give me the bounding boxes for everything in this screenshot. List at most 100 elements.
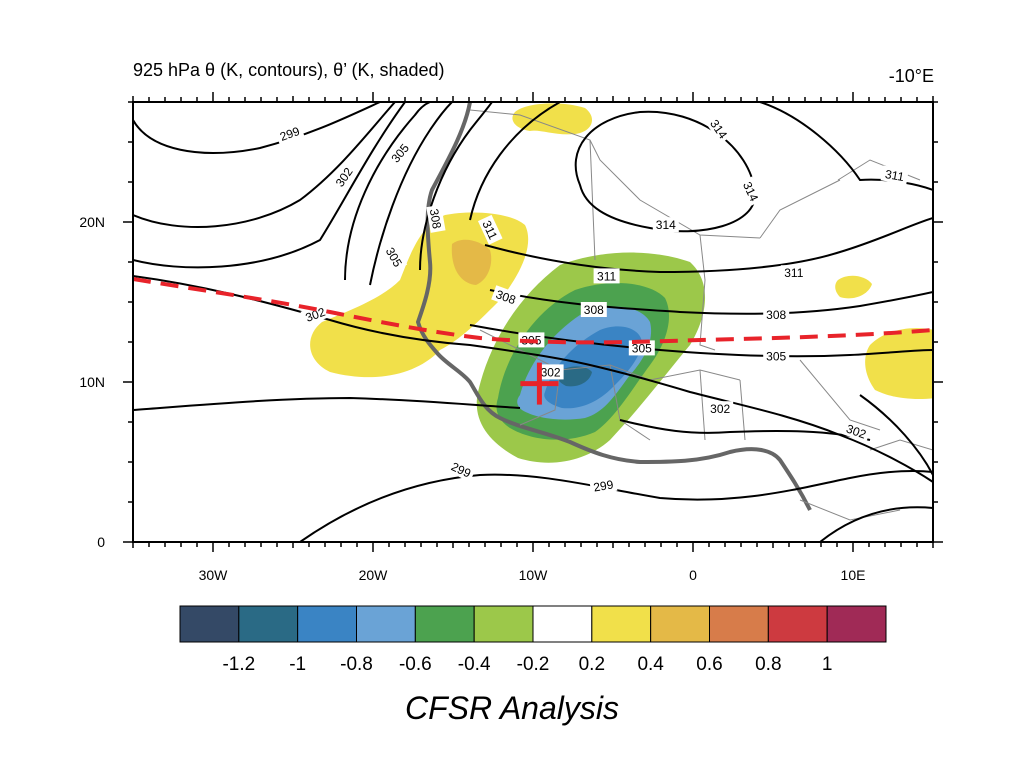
colorbar-swatch <box>826 605 887 643</box>
contour-label-text: 308 <box>766 308 786 322</box>
colorbar-label: 0.4 <box>637 654 664 675</box>
colorbar-swatch <box>297 605 357 643</box>
contour-label: 308 <box>763 306 790 322</box>
border-13 <box>869 439 933 451</box>
contour-label-text: 302 <box>541 365 561 379</box>
colorbar-label: -0.6 <box>399 654 432 675</box>
contour-302-north <box>133 102 396 228</box>
border-12 <box>799 499 901 521</box>
negative-anomaly-peak <box>557 366 592 387</box>
contour-label-bg <box>537 364 564 380</box>
contour-label-bg <box>300 302 331 326</box>
map-title: 925 hPa θ (K, contours), θ’ (K, shaded) <box>133 60 445 80</box>
contour-label: 302 <box>537 364 564 380</box>
lon-tick-label: 10E <box>841 567 866 583</box>
border-9 <box>699 369 706 441</box>
colorbar-label: 0.2 <box>579 654 605 675</box>
colorbar-labels: -1.2 -1 -0.8 -0.6 -0.4 -0.2 0.2 0.4 0.6 0.8 1 <box>222 654 832 675</box>
contour-label-text: 305 <box>766 349 786 363</box>
contour-label-bg <box>381 241 408 272</box>
contour-label: 302 <box>841 419 872 443</box>
colorbar-swatch <box>414 605 475 643</box>
contour-label-bg <box>652 217 679 233</box>
contour-label: 299 <box>274 122 305 146</box>
colorbar-swatch <box>650 605 711 643</box>
axis-labels: 30W 20W 10W 0 10E 0 10N 20N <box>79 214 865 583</box>
colorbar-swatch <box>473 605 534 643</box>
positive-anomaly-west-core <box>451 239 492 285</box>
contour-label-text: 305 <box>632 341 652 355</box>
colorbar-label: 0.6 <box>696 654 722 675</box>
contour-305-north <box>133 102 406 269</box>
contour-label-bg <box>780 265 807 281</box>
positive-anomaly-north <box>512 103 593 135</box>
contour-label-bg <box>593 268 620 284</box>
contour-label: 311 <box>880 165 909 185</box>
colorbar-label: 1 <box>822 654 833 675</box>
contour-label: 308 <box>426 204 446 233</box>
contour-label-bg <box>477 214 503 245</box>
contour-label-bg <box>707 401 734 417</box>
longitude-label: -10°E <box>888 66 934 86</box>
contour-305-main <box>469 324 933 358</box>
border-4 <box>759 179 841 239</box>
contour-label-bg <box>705 113 733 144</box>
lon-tick-label: 30W <box>199 567 229 583</box>
positive-anomaly-east <box>865 328 933 399</box>
contour-314-east <box>759 102 933 191</box>
contour-label-bg <box>491 285 521 309</box>
contour-label-text: 308 <box>427 208 444 230</box>
border-2 <box>589 139 596 261</box>
contour-label-bg <box>628 340 655 356</box>
contour-label-text: 308 <box>494 287 518 307</box>
contour-label-text: 299 <box>592 477 614 494</box>
contour-label: 311 <box>593 268 620 284</box>
colorbar-label: -0.2 <box>517 654 550 675</box>
colorbar-swatch <box>179 605 240 643</box>
contour-south-arc <box>819 506 933 542</box>
contour-label-bg <box>330 161 358 192</box>
contour-label: 299 <box>589 475 618 496</box>
border-10 <box>739 379 746 441</box>
contour-label: 302 <box>330 161 358 192</box>
contour-314-outer <box>469 102 561 221</box>
contour-label-text: 311 <box>784 266 803 280</box>
coastlines <box>416 102 812 511</box>
lat-tick-label: 0 <box>97 534 105 550</box>
lon-tick-label: 20W <box>359 567 389 583</box>
contour-label-bg <box>426 204 446 233</box>
contour-label: 311 <box>780 265 807 281</box>
contour-label-text: 302 <box>844 422 868 442</box>
contour-311-main <box>484 217 933 274</box>
contour-label-bg <box>763 348 790 364</box>
colorbar-swatch <box>532 605 593 643</box>
contour-302-east <box>619 419 871 441</box>
colorbar-label: -0.8 <box>340 654 373 675</box>
contour-label-bg <box>274 122 305 146</box>
west-africa-coast <box>416 102 812 511</box>
lat-tick-label: 10N <box>79 374 105 390</box>
colorbar-label: -0.4 <box>458 654 491 675</box>
contour-label-text: 311 <box>597 269 616 283</box>
contour-label: 305 <box>763 348 790 364</box>
contour-label-text: 311 <box>884 167 906 184</box>
contour-308-a <box>369 102 453 286</box>
contour-299-south <box>299 469 933 542</box>
axis-ticks <box>123 92 943 552</box>
contour-299-north <box>133 102 381 154</box>
contour-label: 314 <box>738 176 764 207</box>
figure-caption: CFSR Analysis <box>405 690 619 726</box>
colorbar-swatch <box>767 605 828 643</box>
contour-label: 302 <box>707 401 734 417</box>
red-cross-marker <box>520 362 559 405</box>
contour-label-bg <box>880 165 909 185</box>
contour-308-main <box>489 289 933 315</box>
contour-label: 308 <box>491 285 521 309</box>
colorbar-swatch <box>591 605 652 643</box>
contour-label: 305 <box>385 138 414 168</box>
contour-311-a <box>419 102 493 271</box>
border-11 <box>799 359 881 431</box>
contour-label-text: 299 <box>278 124 302 144</box>
